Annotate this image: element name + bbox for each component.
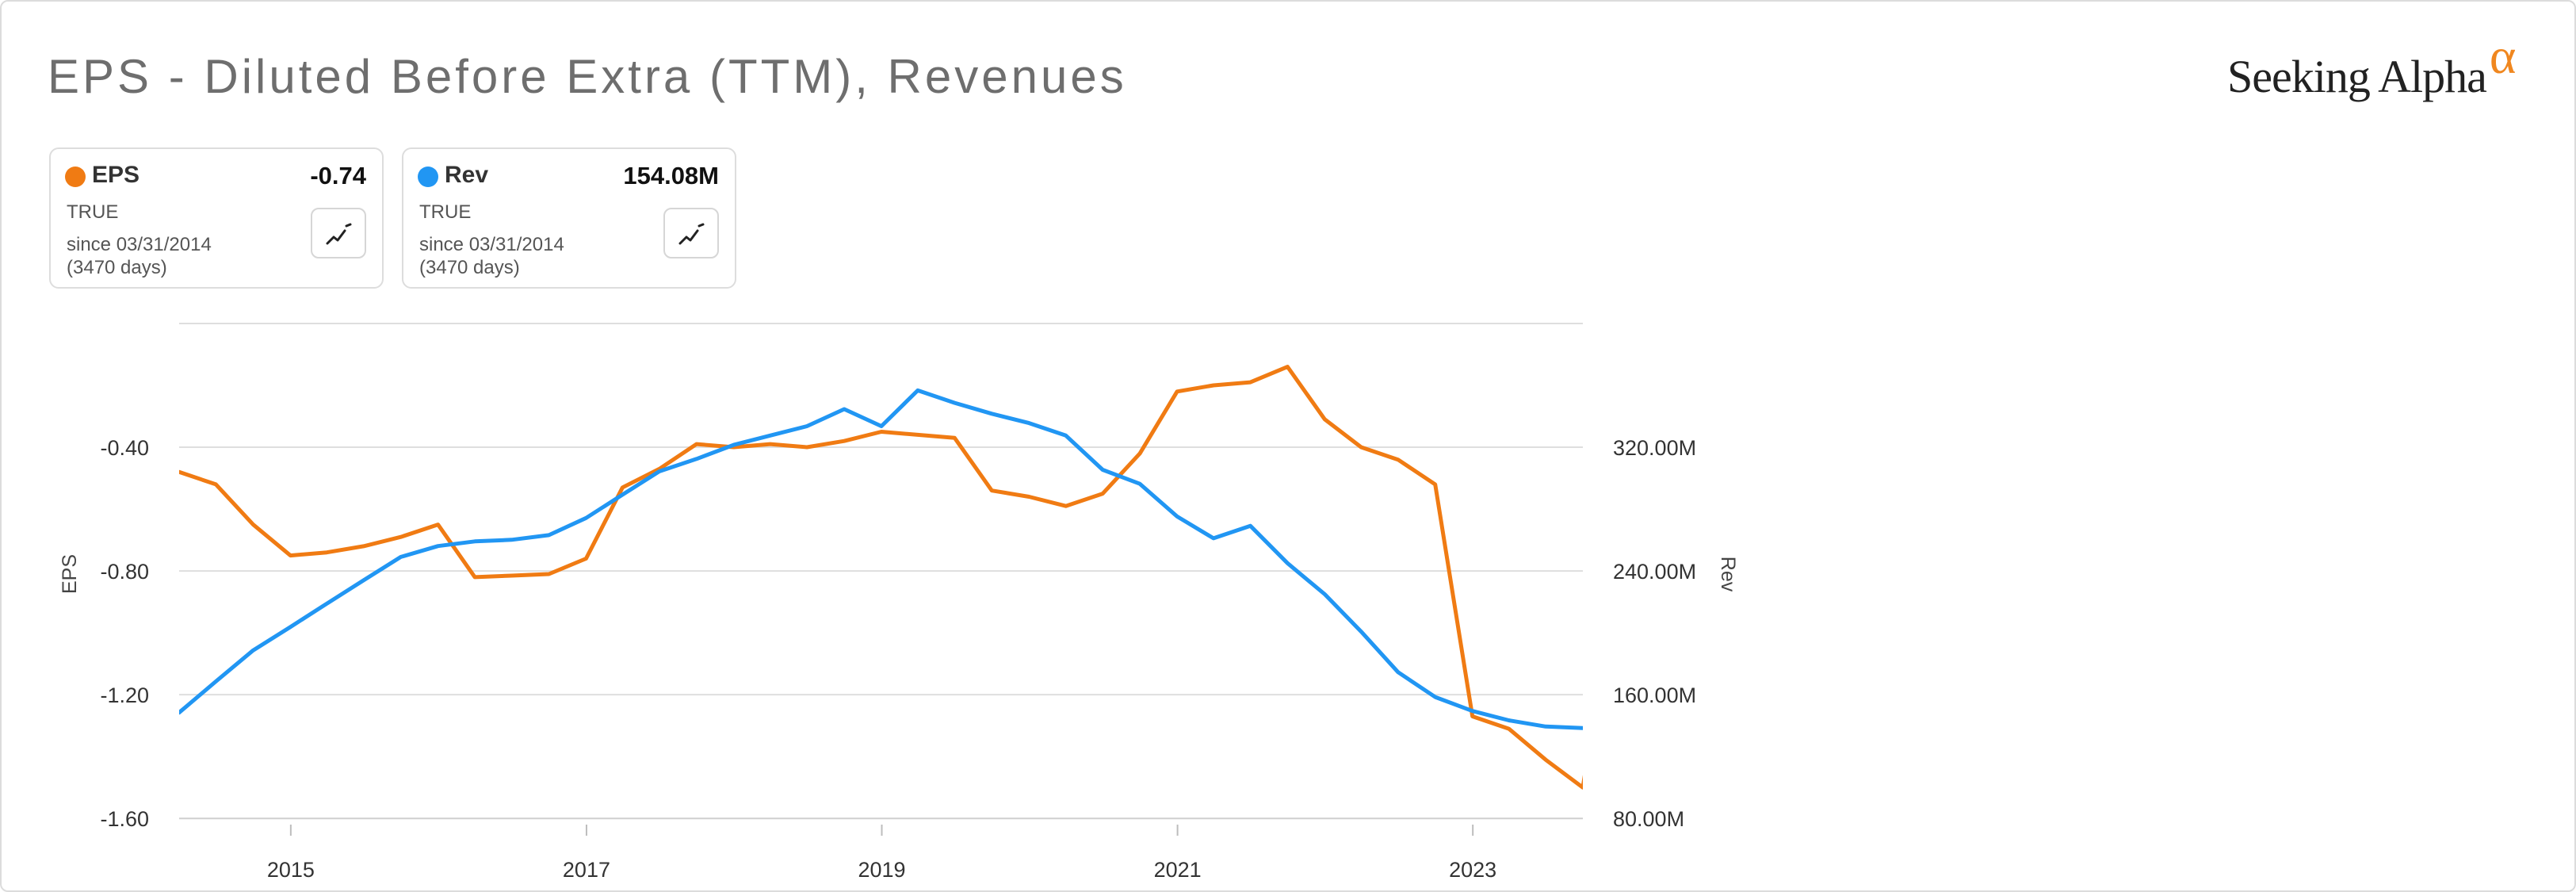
y-left-tick-label: -1.60 — [100, 807, 149, 831]
rev-chart-button[interactable] — [663, 208, 719, 258]
eps-since-days: (3470 days) — [67, 257, 167, 278]
y-right-tick-label: 320.00M — [1613, 436, 1696, 460]
legend-card-rev[interactable]: Rev 154.08M TRUE since 03/31/2014 (3470 … — [402, 147, 736, 289]
eps-color-dot — [65, 167, 86, 187]
x-tick-label: 2017 — [563, 858, 610, 882]
y-right-axis-title: Rev — [1717, 557, 1739, 592]
rev-since-date: since 03/31/2014 — [419, 234, 564, 255]
eps-since-date: since 03/31/2014 — [67, 234, 212, 255]
y-left-tick-label: -0.80 — [100, 560, 149, 584]
y-left-axis-title: EPS — [59, 554, 81, 594]
rev-since: since 03/31/2014 (3470 days) — [419, 233, 564, 279]
eps-series-type: TRUE — [67, 201, 119, 223]
series-line-rev — [179, 388, 1583, 730]
x-tick-label: 2019 — [858, 858, 905, 882]
x-tick-label: 2023 — [1449, 858, 1496, 882]
series-line-eps — [179, 365, 1583, 790]
y-left-tick-label: -0.40 — [100, 436, 149, 460]
eps-latest-value: -0.74 — [310, 162, 366, 190]
y-right-tick-label: 80.00M — [1613, 807, 1684, 831]
y-left-tick-label: -1.20 — [100, 683, 149, 707]
y-right-tick-label: 160.00M — [1613, 683, 1696, 707]
rev-color-dot — [418, 167, 438, 187]
y-right-tick-label: 240.00M — [1613, 560, 1696, 584]
trend-chart-icon — [326, 223, 352, 245]
seeking-alpha-logo[interactable]: Seeking Alphaα — [2227, 28, 2516, 109]
page-title: EPS - Diluted Before Extra (TTM), Revenu… — [48, 50, 1127, 103]
logo-wordmark: Seeking Alpha — [2227, 51, 2487, 102]
rev-series-type: TRUE — [419, 201, 472, 223]
eps-since: since 03/31/2014 (3470 days) — [67, 233, 212, 279]
x-tick-label: 2021 — [1154, 858, 1202, 882]
eps-chart-button[interactable] — [311, 208, 366, 258]
x-tick-label: 2015 — [267, 858, 315, 882]
alpha-symbol: α — [2489, 28, 2517, 84]
trend-chart-icon — [678, 223, 705, 245]
rev-since-days: (3470 days) — [419, 257, 520, 278]
eps-series-name: EPS — [92, 162, 140, 188]
rev-series-name: Rev — [445, 162, 489, 188]
rev-latest-value: 154.08M — [623, 162, 719, 190]
legend-card-eps[interactable]: EPS -0.74 TRUE since 03/31/2014 (3470 da… — [49, 147, 384, 289]
